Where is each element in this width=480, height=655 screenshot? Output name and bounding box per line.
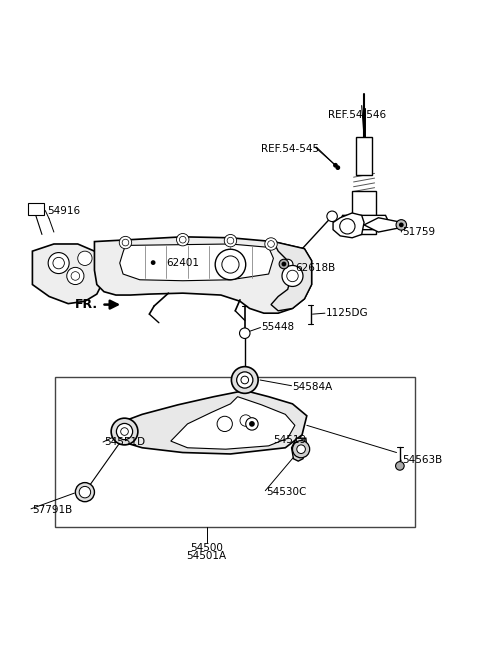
Circle shape — [231, 367, 258, 394]
Circle shape — [78, 251, 92, 265]
Circle shape — [67, 267, 84, 284]
Text: 1125DG: 1125DG — [326, 309, 369, 318]
Text: REF.54-546: REF.54-546 — [328, 110, 386, 120]
Polygon shape — [33, 244, 102, 304]
Circle shape — [279, 259, 288, 269]
Circle shape — [237, 372, 253, 388]
Polygon shape — [339, 215, 389, 230]
Circle shape — [249, 421, 255, 427]
Circle shape — [120, 428, 128, 436]
Circle shape — [119, 236, 132, 249]
Circle shape — [396, 462, 404, 470]
Circle shape — [215, 250, 246, 280]
Polygon shape — [271, 242, 312, 310]
Circle shape — [292, 441, 310, 458]
Circle shape — [111, 418, 138, 445]
Polygon shape — [357, 137, 372, 175]
Circle shape — [240, 415, 252, 426]
Polygon shape — [364, 217, 402, 232]
Circle shape — [327, 211, 337, 221]
Text: 57791B: 57791B — [33, 505, 72, 515]
Circle shape — [224, 234, 237, 247]
Text: 54501A: 54501A — [187, 551, 227, 561]
Text: 55448: 55448 — [262, 322, 295, 333]
Circle shape — [336, 165, 340, 170]
Circle shape — [246, 418, 258, 430]
Text: 62401: 62401 — [166, 258, 199, 268]
Text: 54584A: 54584A — [292, 382, 333, 392]
Text: 54519: 54519 — [274, 435, 307, 445]
Text: 62618B: 62618B — [295, 263, 335, 273]
Text: 54530C: 54530C — [266, 487, 307, 497]
Circle shape — [79, 487, 91, 498]
Polygon shape — [28, 204, 44, 215]
Polygon shape — [95, 237, 312, 313]
Circle shape — [217, 417, 232, 432]
Circle shape — [122, 239, 129, 246]
Text: 54551D: 54551D — [104, 437, 145, 447]
Circle shape — [222, 256, 239, 273]
Circle shape — [282, 265, 303, 286]
Circle shape — [340, 219, 355, 234]
Polygon shape — [352, 191, 376, 234]
Circle shape — [53, 257, 64, 269]
Circle shape — [227, 237, 234, 244]
Circle shape — [71, 272, 80, 280]
Circle shape — [151, 260, 156, 265]
Circle shape — [177, 233, 189, 246]
Circle shape — [399, 223, 404, 227]
Text: FR.: FR. — [75, 298, 98, 311]
Polygon shape — [120, 390, 307, 454]
Bar — [55, 377, 415, 527]
Text: 54500: 54500 — [190, 543, 223, 553]
Text: REF.54-545: REF.54-545 — [262, 143, 320, 153]
Circle shape — [281, 261, 286, 267]
Circle shape — [268, 240, 275, 248]
Circle shape — [240, 328, 250, 339]
Circle shape — [265, 238, 277, 250]
Circle shape — [396, 219, 407, 230]
Circle shape — [333, 163, 338, 168]
Text: 54916: 54916 — [47, 206, 80, 215]
Polygon shape — [120, 244, 274, 281]
Polygon shape — [291, 438, 307, 461]
Circle shape — [116, 423, 132, 440]
Circle shape — [180, 236, 186, 243]
Circle shape — [297, 445, 305, 453]
Circle shape — [48, 253, 69, 274]
Circle shape — [75, 483, 95, 502]
Polygon shape — [171, 397, 295, 449]
Circle shape — [282, 259, 293, 270]
Circle shape — [287, 271, 298, 282]
Text: 51759: 51759 — [402, 227, 435, 237]
Circle shape — [241, 376, 249, 384]
Polygon shape — [333, 213, 364, 238]
Text: 54563B: 54563B — [402, 455, 443, 465]
